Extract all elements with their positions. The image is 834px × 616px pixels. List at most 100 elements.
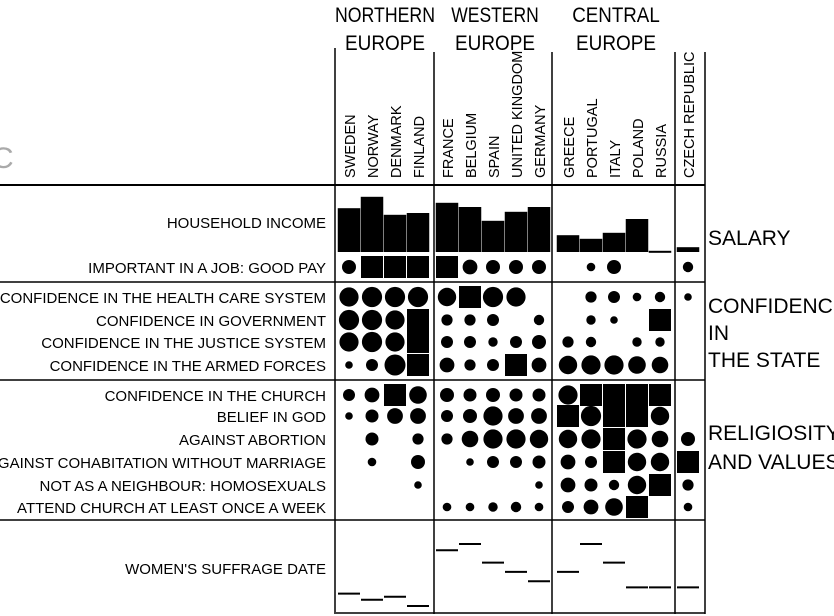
partial-letter: C — [0, 142, 14, 175]
value-dot — [488, 502, 498, 512]
row-label-conf-health: CONFIDENCE IN THE HEALTH CARE SYSTEM — [0, 290, 326, 307]
value-dot — [338, 309, 360, 331]
value-dot — [683, 502, 693, 512]
value-dot — [608, 291, 620, 303]
income-bar — [676, 247, 700, 252]
value-square — [649, 474, 671, 496]
value-dot — [681, 432, 695, 446]
value-dot — [441, 314, 453, 326]
value-dot — [583, 499, 599, 515]
value-dot — [411, 455, 425, 469]
value-dot — [627, 429, 647, 449]
value-dot — [339, 332, 359, 352]
value-dot — [586, 315, 596, 325]
value-square — [436, 256, 458, 278]
value-dot — [410, 408, 426, 424]
value-dot — [367, 457, 377, 467]
income-bar — [383, 214, 407, 252]
country-label: CZECH REPUBLIC — [682, 52, 698, 179]
income-bar — [406, 213, 430, 252]
value-dot — [364, 387, 380, 403]
value-square — [407, 309, 429, 331]
value-dot — [533, 314, 545, 326]
value-dot — [365, 432, 379, 446]
value-square — [384, 384, 406, 406]
country-label: BELGIUM — [464, 113, 480, 178]
value-dot — [632, 337, 642, 347]
value-square — [557, 405, 579, 427]
value-dot — [585, 291, 597, 303]
value-dot — [581, 355, 601, 375]
value-square — [603, 451, 625, 473]
value-dot — [510, 501, 522, 513]
section-label-state: IN — [708, 322, 729, 345]
value-dot — [365, 409, 379, 423]
value-dot — [366, 359, 378, 371]
value-dot — [560, 477, 576, 493]
value-square — [505, 354, 527, 376]
value-dot — [508, 408, 524, 424]
value-dot — [442, 502, 452, 512]
value-dot — [487, 359, 499, 371]
value-square — [384, 256, 406, 278]
section-label-salary: SALARY — [708, 227, 791, 250]
income-bar — [579, 238, 603, 252]
value-dot — [482, 286, 504, 308]
value-dot — [343, 389, 355, 401]
value-square — [603, 384, 625, 406]
value-square — [649, 384, 671, 406]
country-label: SPAIN — [487, 136, 503, 178]
row-label-neighbour-homo: NOT AS A NEIGHBOUR: HOMOSEXUALS — [40, 478, 326, 495]
value-dot — [342, 260, 356, 274]
value-dot — [560, 454, 576, 470]
value-dot — [654, 291, 666, 303]
country-label: GERMANY — [533, 104, 549, 178]
value-square — [626, 405, 648, 427]
value-dot — [384, 354, 406, 376]
country-label: RUSSIA — [654, 124, 670, 178]
group-header-central: CENTRAL — [572, 4, 660, 27]
row-label-belief-god: BELIEF IN GOD — [217, 409, 326, 426]
value-dot — [651, 356, 669, 374]
value-dot — [339, 287, 359, 307]
value-square — [407, 256, 429, 278]
value-dot — [682, 479, 694, 491]
value-dot — [506, 287, 526, 307]
value-dot — [385, 332, 405, 352]
section-label-religiosity: RELIGIOSITY — [708, 422, 834, 445]
value-square — [677, 451, 699, 473]
country-label: FINLAND — [412, 116, 428, 178]
value-dot — [509, 260, 523, 274]
value-dot — [585, 336, 597, 348]
row-label-conf-justice: CONFIDENCE IN THE JUSTICE SYSTEM — [41, 335, 326, 352]
value-square — [407, 331, 429, 353]
value-dot — [465, 502, 475, 512]
value-dot — [605, 498, 623, 516]
country-label: ITALY — [608, 140, 624, 178]
value-square — [626, 384, 648, 406]
country-label: SWEDEN — [343, 114, 359, 178]
value-square — [361, 256, 383, 278]
value-dot — [464, 336, 476, 348]
row-label-conf-armed: CONFIDENCE IN THE ARMED FORCES — [50, 358, 326, 375]
country-label: UNITED KINGDOM — [510, 51, 526, 178]
value-dot — [651, 430, 669, 448]
row-label-conf-gov: CONFIDENCE IN GOVERNMENT — [96, 313, 326, 330]
income-bar — [435, 202, 459, 252]
column-headers: C NORTHERN EUROPE WESTERN EUROPE CENTRAL EUROP… — [0, 4, 698, 178]
value-dot — [463, 388, 477, 402]
value-dot — [558, 429, 578, 449]
country-label: PORTUGAL — [585, 98, 601, 178]
value-square — [603, 428, 625, 450]
value-dot — [628, 356, 646, 374]
income-bar — [360, 196, 384, 252]
value-dot — [466, 458, 474, 466]
value-dot — [462, 259, 478, 275]
value-dot — [361, 286, 383, 308]
value-dot — [532, 455, 546, 469]
value-dot — [534, 502, 544, 512]
country-label: DENMARK — [389, 105, 405, 178]
value-dot — [684, 293, 692, 301]
income-bar — [504, 211, 528, 252]
group-header-northern-line2: EUROPE — [345, 32, 425, 55]
